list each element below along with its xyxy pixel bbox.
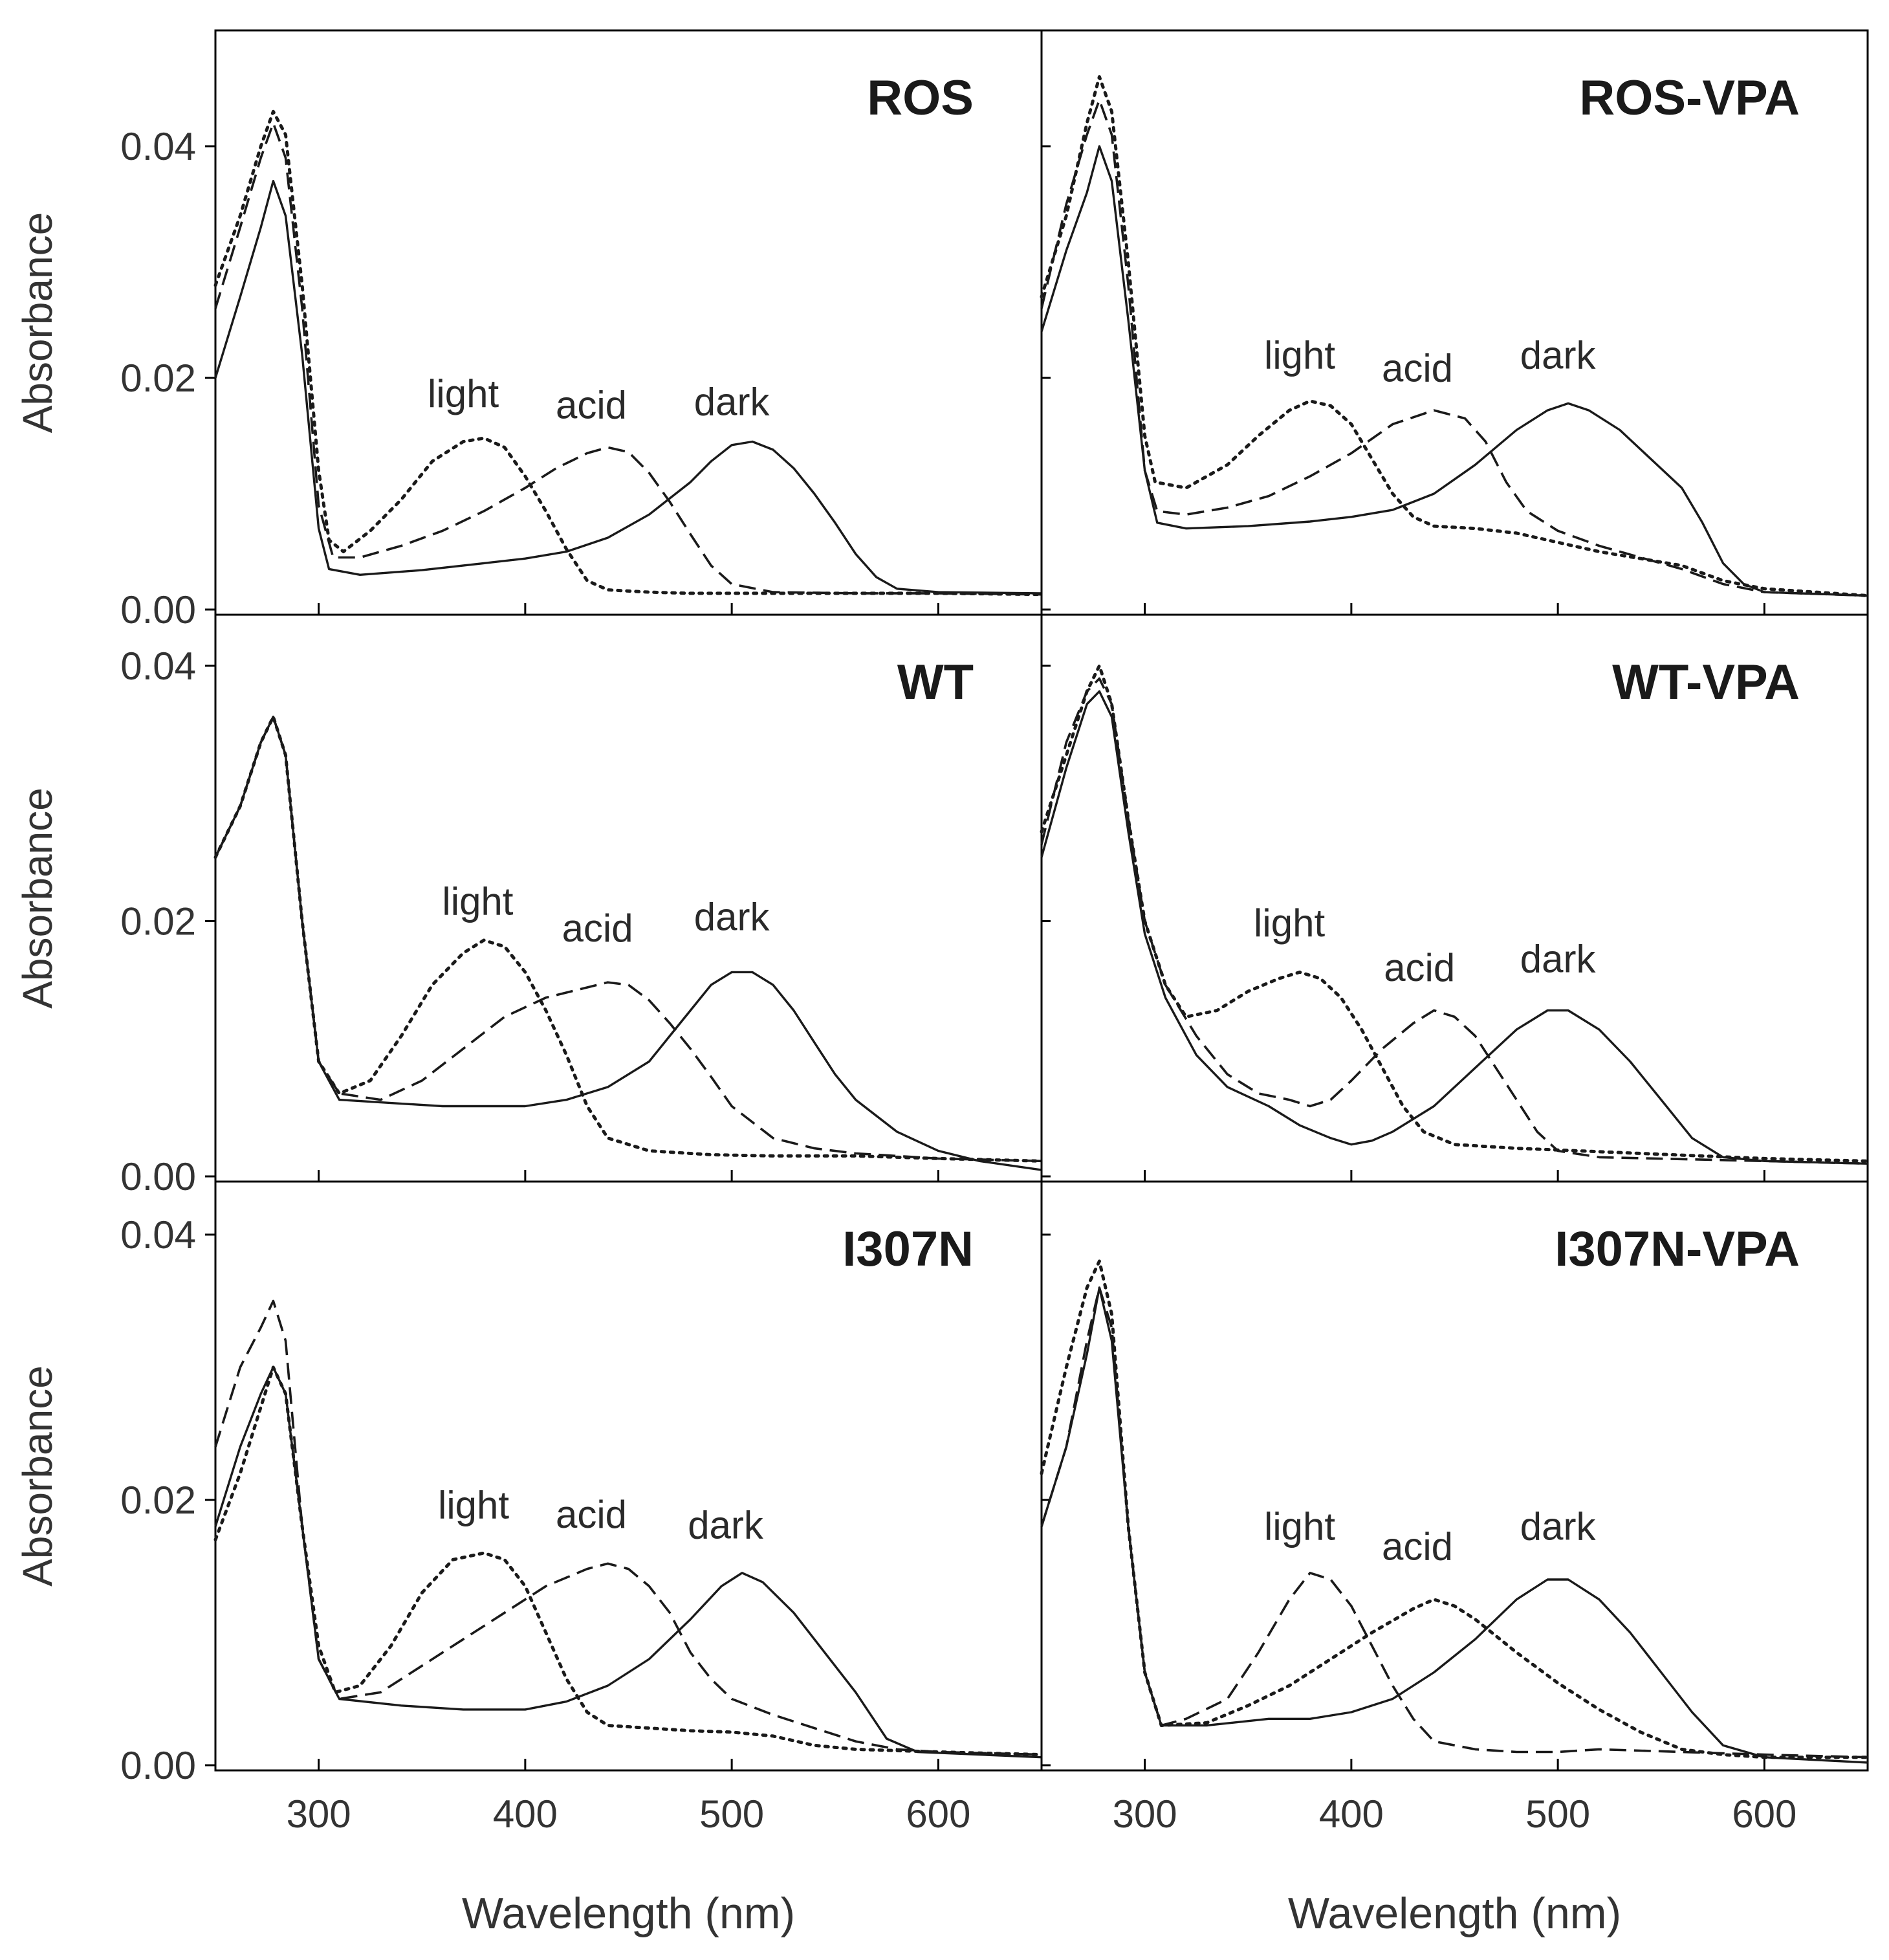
series-line-acid [1040,1259,1870,1759]
y-tick-label: 0.00 [120,588,196,632]
series-label-light: light [428,372,499,415]
series-label-dark: dark [1520,334,1597,377]
series-label-acid: acid [1384,946,1455,989]
panel-title: I307N [842,1222,974,1277]
panel-title: ROS-VPA [1579,71,1800,126]
series-label-acid: acid [1382,1525,1453,1568]
panel-ros-vpa: ROS-VPA light acid dark [1040,29,1870,616]
y-tick-label: 0.00 [120,1155,196,1198]
series-line-acid [1040,677,1868,1165]
panel-title: ROS [867,71,974,126]
x-tick-label: 400 [1319,1792,1384,1836]
y-tick-label: 0.04 [120,644,196,688]
series-line-acid [214,716,1042,1163]
panel-wt: 0.00 0.02 0.04 Absorbance WT light acid dark [14,613,1043,1198]
x-axis-label: Wavelength (nm) [1288,1889,1621,1938]
x-tick-label: 500 [1525,1792,1590,1836]
y-axis-label: Absorbance [14,1365,61,1587]
series-label-dark: dark [1520,937,1597,980]
series-label-acid: acid [556,1493,627,1536]
series-label-light: light [442,880,513,923]
y-tick-label: 0.00 [120,1744,196,1787]
panel-title: WT-VPA [1612,655,1800,710]
series-label-light: light [438,1484,509,1527]
series-line-dark [214,716,1042,1171]
x-tick-label: 300 [1113,1792,1177,1836]
panel-title: I307N-VPA [1555,1222,1800,1277]
series-line-acid [214,122,1042,596]
y-tick-label: 0.04 [120,125,196,168]
x-axis-label: Wavelength (nm) [462,1889,795,1938]
series-line-dark [1040,1286,1868,1764]
x-tick-label: 500 [699,1792,764,1836]
series-label-light: light [1254,901,1325,945]
series-label-light: light [1264,334,1335,377]
x-tick-label: 300 [287,1792,351,1836]
series-label-acid: acid [562,907,633,950]
series-label-dark: dark [694,380,770,423]
series-label-dark: dark [1520,1505,1597,1548]
panel-ros: 0.00 0.02 0.04 Absorbance ROS light acid dark [14,29,1043,632]
series-line-dark [214,1366,1042,1759]
y-tick-label: 0.02 [120,357,196,400]
y-axis-label: Absorbance [14,787,61,1009]
y-tick-label: 0.02 [120,899,196,943]
y-axis-label: Absorbance [14,212,61,434]
series-line-acid [1040,98,1868,597]
panel-i307n-vpa: 300 400 500 600 Wavelength (nm) I307N-VPA ligh… [1040,1180,1870,1938]
panel-i307n: 300 400 500 600 0.00 0.02 0.04 Absorbance Wavele… [14,1180,1043,1938]
series-label-dark: dark [694,895,770,938]
y-tick-label: 0.02 [120,1479,196,1522]
series-label-dark: dark [688,1503,764,1547]
series-line-light [213,109,1043,597]
x-tick-label: 600 [1732,1792,1796,1836]
series-label-acid: acid [1382,346,1453,390]
series-line-acid [214,1299,1042,1756]
series-line-dark [1040,690,1868,1165]
series-line-dark [1040,145,1868,597]
x-tick-label: 400 [493,1792,558,1836]
y-tick-label: 0.04 [120,1213,196,1257]
panel-frame [1040,1180,1869,1772]
series-label-acid: acid [556,384,627,427]
series-line-dark [214,180,1042,595]
series-label-light: light [1264,1505,1335,1548]
x-tick-label: 600 [906,1792,970,1836]
panel-title: WT [897,655,974,710]
